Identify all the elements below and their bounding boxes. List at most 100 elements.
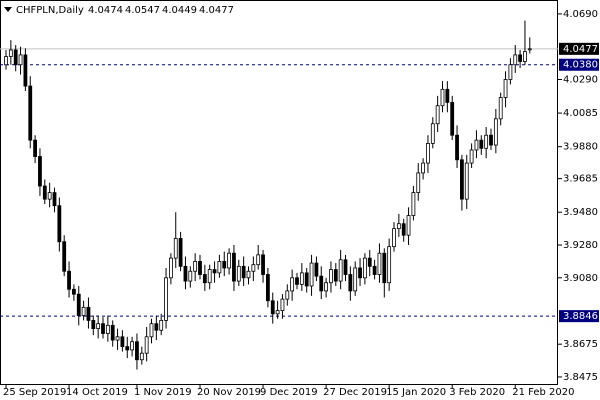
candle-body bbox=[212, 269, 217, 274]
x-tick-label: 9 Dec 2019 bbox=[260, 387, 318, 398]
candle-body bbox=[426, 143, 430, 164]
candle-body bbox=[67, 270, 71, 290]
bid-label: 4.0477 bbox=[563, 44, 598, 55]
candle-body bbox=[8, 49, 13, 57]
candle-body bbox=[42, 185, 47, 200]
candle-body bbox=[304, 272, 309, 287]
candle-body bbox=[265, 274, 270, 302]
candle-body bbox=[96, 323, 101, 330]
candle-body bbox=[329, 269, 333, 284]
candle-body bbox=[173, 238, 178, 259]
candle-body bbox=[198, 261, 202, 275]
candle-body bbox=[120, 336, 125, 348]
candle-body bbox=[38, 156, 42, 187]
candle-body bbox=[309, 262, 314, 287]
y-tick-label: 3.9080 bbox=[563, 273, 598, 284]
candle-body bbox=[188, 270, 193, 282]
candle-body bbox=[382, 252, 387, 284]
header-high: 4.0547 bbox=[125, 5, 160, 16]
candle-body bbox=[23, 54, 28, 87]
candle-body bbox=[455, 134, 459, 161]
header-low: 4.0449 bbox=[162, 5, 197, 16]
candle-body bbox=[47, 192, 52, 200]
candle-body bbox=[183, 265, 188, 282]
candle-body bbox=[367, 257, 372, 267]
candle-body bbox=[319, 275, 324, 292]
candle-body bbox=[115, 336, 120, 341]
header-close: 4.0477 bbox=[199, 5, 234, 16]
candle-body bbox=[256, 254, 261, 266]
candle-body bbox=[498, 97, 503, 120]
x-tick-label: 21 Feb 2020 bbox=[512, 387, 574, 398]
candle-body bbox=[33, 139, 37, 157]
y-tick-label: 3.9880 bbox=[563, 142, 598, 153]
candle-body bbox=[76, 293, 81, 316]
candle-body bbox=[202, 274, 207, 284]
y-tick-label: 4.0690 bbox=[563, 9, 598, 20]
candle-body bbox=[377, 252, 382, 275]
candle-body bbox=[222, 261, 227, 269]
y-tick-label: 4.0290 bbox=[563, 74, 598, 85]
candle-body bbox=[290, 277, 295, 292]
candle-body bbox=[401, 223, 406, 236]
level-label-box bbox=[559, 310, 599, 323]
y-tick-label: 3.9480 bbox=[563, 207, 598, 218]
candle-body bbox=[469, 149, 474, 164]
candle-body bbox=[86, 306, 91, 321]
candle-body bbox=[362, 257, 367, 279]
menu-arrow bbox=[4, 7, 12, 12]
candle-body bbox=[348, 274, 353, 292]
candle-body bbox=[4, 56, 8, 66]
candle-body bbox=[193, 261, 198, 272]
candle-body bbox=[338, 259, 343, 282]
candle-body bbox=[72, 288, 76, 295]
candle-body bbox=[159, 320, 164, 331]
candle-body bbox=[207, 269, 212, 284]
candle-body bbox=[295, 277, 299, 285]
candle-body bbox=[445, 88, 450, 103]
candle-body bbox=[314, 262, 319, 277]
level-label: 4.0380 bbox=[563, 60, 598, 71]
candle-body bbox=[474, 139, 479, 151]
candle-body bbox=[57, 205, 62, 243]
candle-body bbox=[13, 49, 18, 66]
x-tick-label: 3 Feb 2020 bbox=[449, 387, 505, 398]
candle-body bbox=[236, 265, 241, 282]
candle-body bbox=[154, 323, 159, 331]
candle-body bbox=[130, 341, 135, 351]
candle-body bbox=[372, 265, 377, 275]
level-label: 3.8846 bbox=[563, 311, 598, 322]
candle-body bbox=[450, 102, 455, 136]
y-tick-label: 3.9280 bbox=[563, 240, 598, 251]
candle-body bbox=[435, 105, 440, 125]
y-tick-label: 4.0085 bbox=[563, 108, 598, 119]
level-label-box bbox=[559, 58, 599, 71]
candle-body bbox=[227, 252, 232, 269]
candle-body bbox=[358, 267, 362, 279]
candle-body bbox=[81, 306, 86, 316]
candle-body bbox=[28, 85, 33, 141]
x-tick-label: 1 Nov 2019 bbox=[134, 387, 192, 398]
candle-body bbox=[168, 257, 173, 279]
candle-body bbox=[299, 272, 304, 285]
candle-body bbox=[261, 254, 265, 275]
candle-body bbox=[246, 270, 251, 279]
candle-body bbox=[91, 320, 96, 330]
candle-body bbox=[52, 192, 57, 207]
candle-body bbox=[464, 162, 469, 200]
candle-body bbox=[149, 323, 154, 338]
candle-body bbox=[479, 139, 484, 149]
candle-body bbox=[324, 282, 329, 292]
candle-body bbox=[135, 341, 139, 361]
y-tick-label: 3.8675 bbox=[563, 339, 598, 350]
x-tick-label: 14 Oct 2019 bbox=[66, 387, 128, 398]
candle-body bbox=[508, 64, 513, 80]
x-tick-label: 25 Sep 2019 bbox=[3, 387, 66, 398]
candle-body bbox=[440, 88, 445, 107]
candle-body bbox=[241, 265, 246, 279]
candle-body bbox=[518, 54, 522, 62]
candle-body bbox=[178, 238, 183, 267]
candle-body bbox=[62, 241, 67, 272]
